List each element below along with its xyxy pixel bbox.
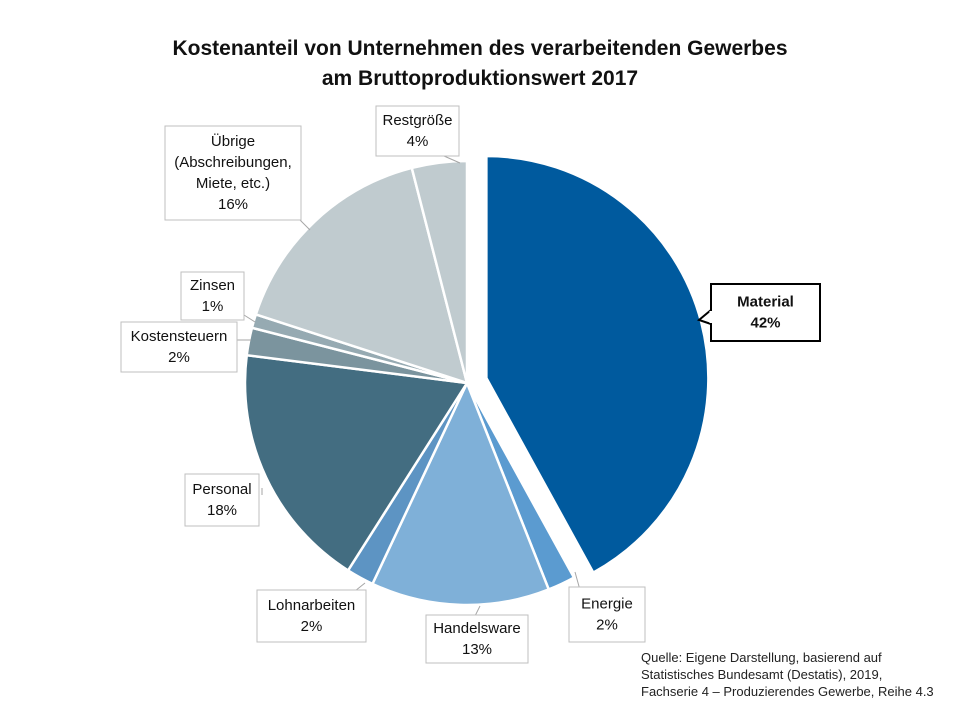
label-text: Zinsen [190, 277, 235, 294]
leader-line [443, 155, 461, 164]
label-text: Handelsware [433, 620, 521, 637]
label-text: Energie [581, 596, 633, 613]
data-label: Restgröße 4% [375, 105, 461, 164]
pie-slice-material [485, 154, 710, 575]
chart-title-line-1: Kostenanteil von Unternehmen des verarbe… [172, 37, 788, 60]
pie-slices [243, 154, 710, 607]
label-percent: 16% [218, 196, 248, 213]
label-box [180, 271, 245, 321]
data-label: Personal 18% [184, 473, 263, 527]
label-box [568, 586, 646, 643]
label-box [256, 589, 367, 643]
label-text: Restgröße [382, 112, 452, 129]
data-label: Material 42% [696, 283, 821, 342]
label-percent: 2% [596, 617, 618, 634]
source-line-3: Fachserie 4 – Produzierendes Gewerbe, Re… [641, 684, 934, 699]
label-text: (Abschreibungen, [174, 154, 292, 171]
pie-slice-restgröße [410, 159, 469, 384]
source-line-1: Quelle: Eigene Darstellung, basierend au… [641, 650, 882, 665]
data-label: Zinsen 1% [180, 271, 256, 323]
data-label: Kostensteuern 2% [120, 321, 251, 373]
pie-slice-übrige [254, 166, 469, 385]
data-label: Lohnarbeiten 2% [256, 582, 367, 643]
label-box [184, 473, 260, 527]
label-text: Kostensteuern [131, 328, 228, 345]
label-box [375, 105, 460, 157]
label-text: Miete, etc.) [196, 175, 270, 192]
label-text: Übrige [211, 132, 255, 150]
label-text: Personal [192, 481, 251, 498]
label-percent: 2% [301, 618, 323, 635]
data-label: Energie 2% [568, 571, 646, 643]
pie-slice-personal [243, 353, 470, 573]
source-note: Quelle: Eigene Darstellung, basierend au… [641, 649, 934, 700]
data-label: Übrige (Abschreibungen, Miete, etc.) 16% [164, 125, 311, 231]
chart-title-line-2: am Bruttoproduktionswert 2017 [321, 67, 639, 90]
label-text: Lohnarbeiten [268, 597, 356, 614]
label-pointer [696, 309, 712, 325]
pie-slice-handelsware [370, 379, 551, 607]
label-percent: 4% [407, 133, 429, 150]
leader-line [243, 314, 256, 323]
label-percent: 13% [462, 641, 492, 658]
pie-labels: Material 42% Energie 2% Handelsware 13% Lohnar… [120, 105, 821, 664]
label-percent: 2% [168, 349, 190, 366]
label-percent: 18% [207, 502, 237, 519]
data-label: Handelsware 13% [425, 605, 529, 664]
label-percent: 42% [750, 315, 780, 332]
leader-line [299, 219, 311, 231]
label-box [120, 321, 238, 373]
label-text: Material [737, 294, 794, 311]
label-box [425, 614, 529, 664]
leader-line [474, 605, 481, 617]
source-line-2: Statistisches Bundesamt (Destatis), 2019… [641, 667, 883, 682]
label-box [164, 125, 302, 221]
label-percent: 1% [202, 298, 224, 315]
chart-title: Kostenanteil von Unternehmen des verarbe… [0, 34, 960, 94]
